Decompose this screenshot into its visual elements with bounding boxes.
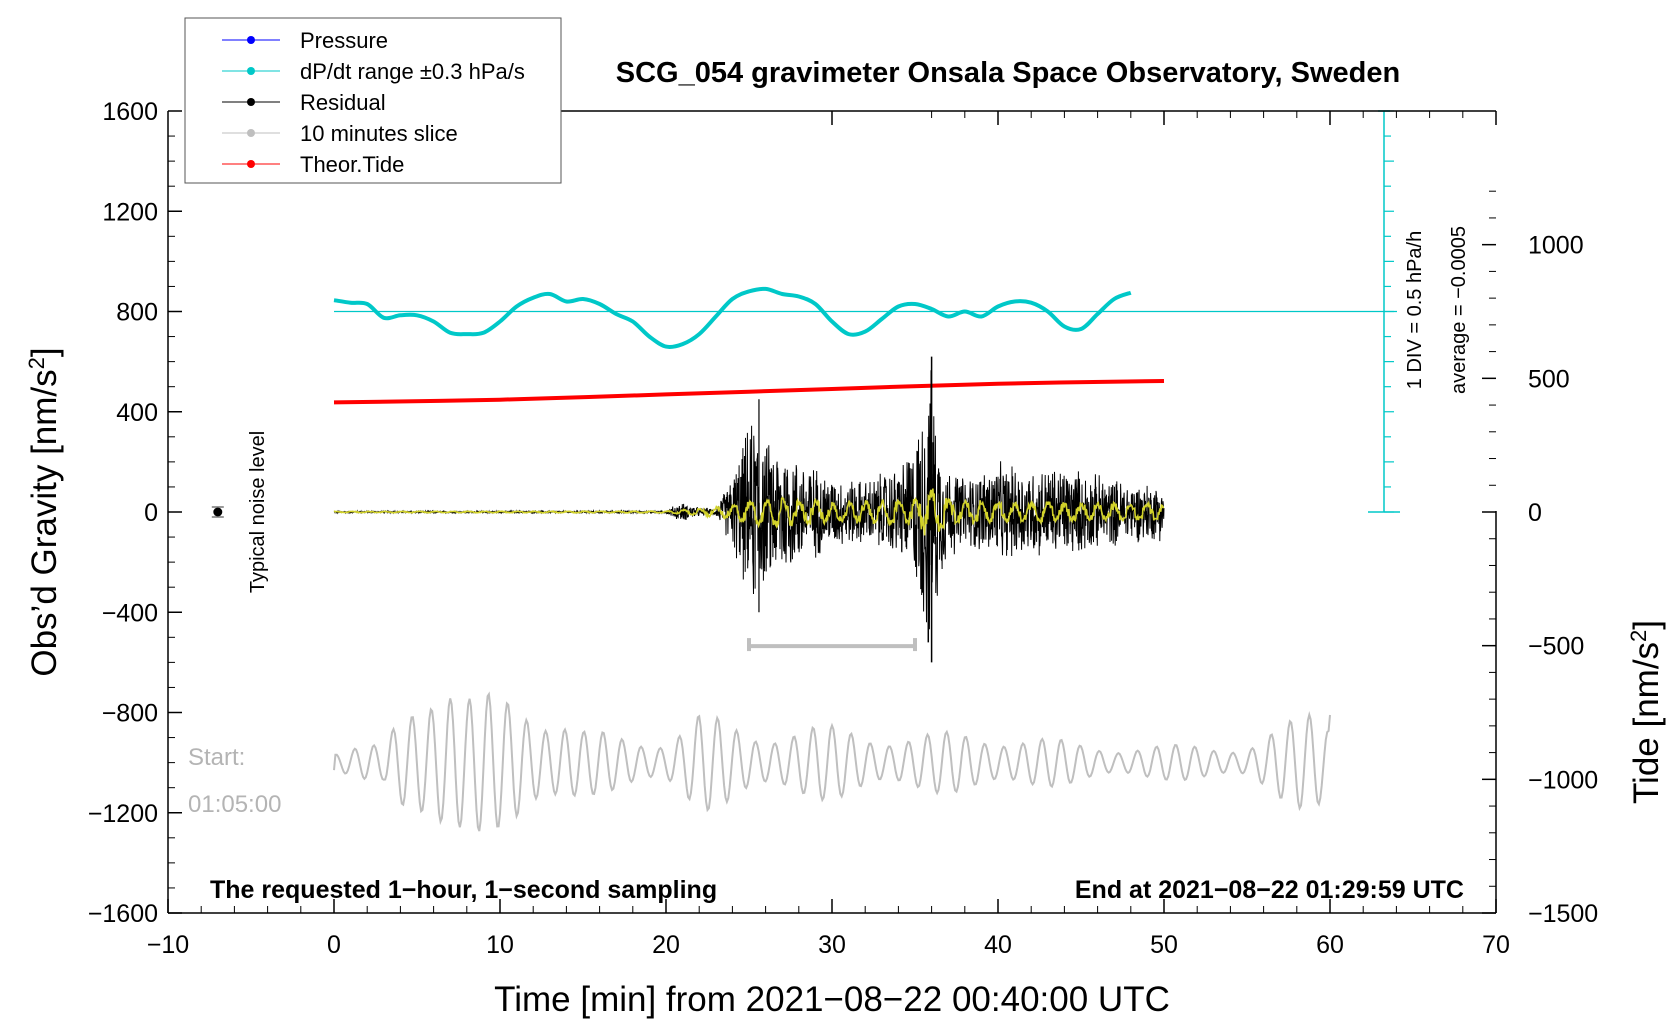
y-axis-left-label: Obs’d Gravity [nm/s2]	[24, 347, 65, 676]
tide-line	[333, 379, 1165, 405]
y-left-tick-label: 0	[144, 499, 158, 527]
pressure-line	[333, 286, 1132, 350]
slice-line	[333, 691, 1331, 832]
residual-line	[333, 370, 1165, 630]
y-left-tick-label: 1200	[102, 198, 158, 226]
legend-label: Pressure	[300, 28, 388, 53]
y-right-label-end: ]	[1627, 620, 1666, 630]
y-right-tick-label: 1000	[1528, 232, 1584, 260]
y-right-tick-label: −1500	[1528, 900, 1598, 928]
legend-marker	[247, 98, 255, 106]
slice-start-time: 01:05:00	[188, 791, 281, 818]
noise-level-label: Typical noise level	[247, 431, 269, 593]
y-left-label-main: Obs’d Gravity [nm/s	[25, 369, 64, 676]
legend: Pressure dP/dt range ±0.3 hPa/s Residual 10…	[184, 17, 562, 184]
x-axis-label: Time [min] from 2021−08−22 00:40:00 UTC	[494, 980, 1170, 1019]
slice-start-label: Start:	[188, 744, 245, 771]
legend-marker	[247, 67, 255, 75]
legend-marker	[247, 129, 255, 137]
x-tick-label: 10	[486, 931, 514, 959]
y-left-tick-label: 800	[116, 299, 158, 327]
y-left-tick-label: −1600	[88, 900, 158, 928]
y-axis-right-label: Tide [nm/s2]	[1626, 620, 1667, 804]
legend-label: Residual	[300, 90, 386, 115]
legend-label: dP/dt range ±0.3 hPa/s	[300, 59, 525, 84]
y-left-tick-label: −800	[102, 700, 158, 728]
pressure-average-label: average = −0.0005	[1448, 226, 1470, 394]
y-left-tick-label: −1200	[88, 800, 158, 828]
chart-title: SCG_054 gravimeter Onsala Space Observat…	[616, 57, 1400, 89]
y-right-label-main: Tide [nm/s	[1627, 642, 1666, 804]
x-tick-label: 30	[818, 931, 846, 959]
pressure-scale-label: 1 DIV = 0.5 hPa/h	[1404, 231, 1426, 389]
legend-label: 10 minutes slice	[300, 121, 458, 146]
y-left-label-end: ]	[25, 347, 64, 357]
text-layer: SCG_054 gravimeter Onsala Space Observat…	[24, 57, 1667, 1019]
x-tick-label: 50	[1150, 931, 1178, 959]
y-right-tick-label: 0	[1528, 499, 1542, 527]
x-tick-label: 60	[1316, 931, 1344, 959]
y-right-tick-label: −500	[1528, 633, 1584, 661]
x-tick-label: −10	[147, 931, 189, 959]
y-left-tick-label: 400	[116, 399, 158, 427]
x-tick-label: 20	[652, 931, 680, 959]
y-left-tick-label: 1600	[102, 98, 158, 126]
y-left-label-sup: 2	[24, 357, 49, 369]
legend-marker	[247, 160, 255, 168]
x-tick-label: 40	[984, 931, 1012, 959]
y-left-tick-label: −400	[102, 599, 158, 627]
legend-label: Theor.Tide	[300, 152, 404, 177]
sampling-note: The requested 1−hour, 1−second sampling	[210, 876, 717, 904]
y-right-tick-label: 500	[1528, 365, 1570, 393]
ticks-layer: −10 0 10 20 30 40 50 60 70 −1600 −1200 −800 −400 0 400…	[88, 98, 1598, 959]
y-right-tick-label: −1000	[1528, 766, 1598, 794]
y-right-label-sup: 2	[1626, 630, 1651, 642]
x-tick-label: 70	[1482, 931, 1510, 959]
legend-marker	[247, 36, 255, 44]
end-time-note: End at 2021−08−22 01:29:59 UTC	[1075, 876, 1464, 904]
noise-point	[213, 507, 223, 517]
x-tick-label: 0	[327, 931, 341, 959]
series-layer	[211, 110, 1400, 832]
filtered-residual-line	[333, 488, 1165, 536]
